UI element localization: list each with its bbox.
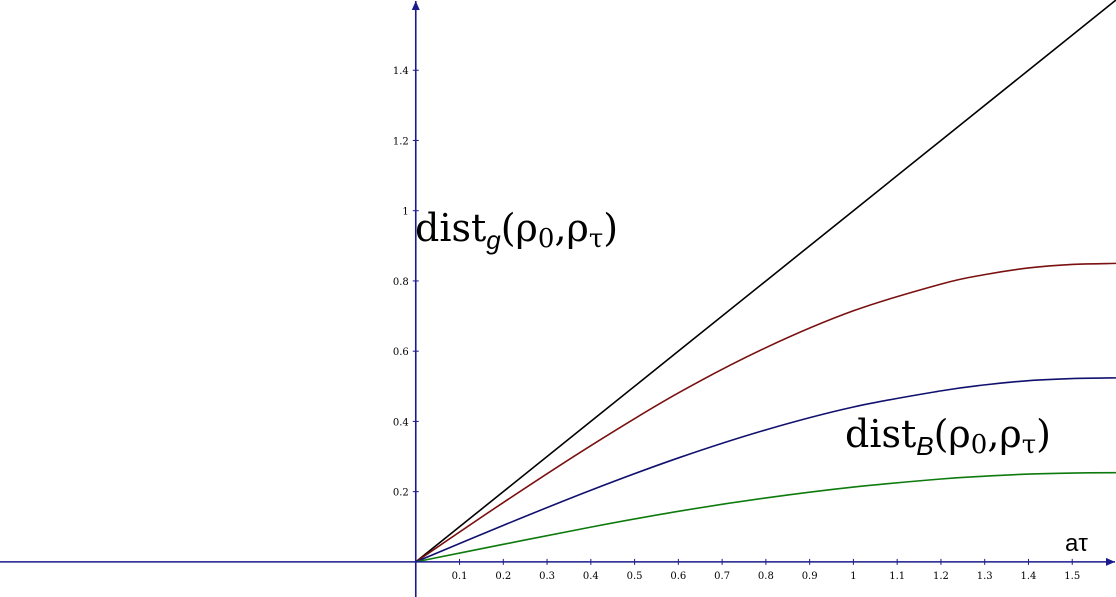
x-tick-label: 1.5 xyxy=(1064,571,1080,582)
y-tick-label: 0.2 xyxy=(393,488,409,499)
x-tick-label: 0.7 xyxy=(714,571,730,582)
y-axis-arrow xyxy=(411,1,420,10)
y-tick-label: 0.4 xyxy=(393,417,409,428)
y-tick-label: 0.6 xyxy=(393,347,409,358)
series-line-4 xyxy=(415,471,1116,563)
x-axis-label: aτ xyxy=(1065,530,1088,557)
y-tick-label: 0.8 xyxy=(393,277,409,288)
x-tick-label: 0.6 xyxy=(670,571,686,582)
x-tick-label: 1 xyxy=(850,571,856,582)
x-tick-label: 1.3 xyxy=(977,571,993,582)
series-line-3 xyxy=(415,377,1116,563)
annotation-dist-g: distg(ρ0,ρτ) xyxy=(415,206,618,255)
x-tick-label: 0.5 xyxy=(627,571,643,582)
x-tick-label: 0.8 xyxy=(758,571,774,582)
x-tick-label: 0.1 xyxy=(452,571,468,582)
x-tick-label: 0.9 xyxy=(802,571,818,582)
y-tick-label: 1.4 xyxy=(393,66,409,77)
x-tick-label: 0.2 xyxy=(495,571,511,582)
x-tick-label: 1.4 xyxy=(1021,571,1037,582)
ticks-layer: 0.1 0.2 0.3 0.4 0.5 0.6 0.7 0.8 0.9 1 1.1 1.2 1.3 1.4… xyxy=(393,66,1080,582)
x-tick-label: 0.4 xyxy=(583,571,599,582)
x-tick-label: 1.2 xyxy=(933,571,949,582)
series-line-2 xyxy=(415,262,1116,563)
x-tick-label: 0.3 xyxy=(539,571,555,582)
y-tick-label: 1.2 xyxy=(393,136,409,147)
series-layer xyxy=(415,0,1116,563)
annotation-dist-b: distB(ρ0,ρτ) xyxy=(845,412,1051,461)
x-axis-arrow xyxy=(1106,557,1115,566)
x-tick-label: 1.1 xyxy=(889,571,905,582)
series-line-1 xyxy=(415,0,1116,563)
y-tick-label: 1 xyxy=(402,207,408,218)
